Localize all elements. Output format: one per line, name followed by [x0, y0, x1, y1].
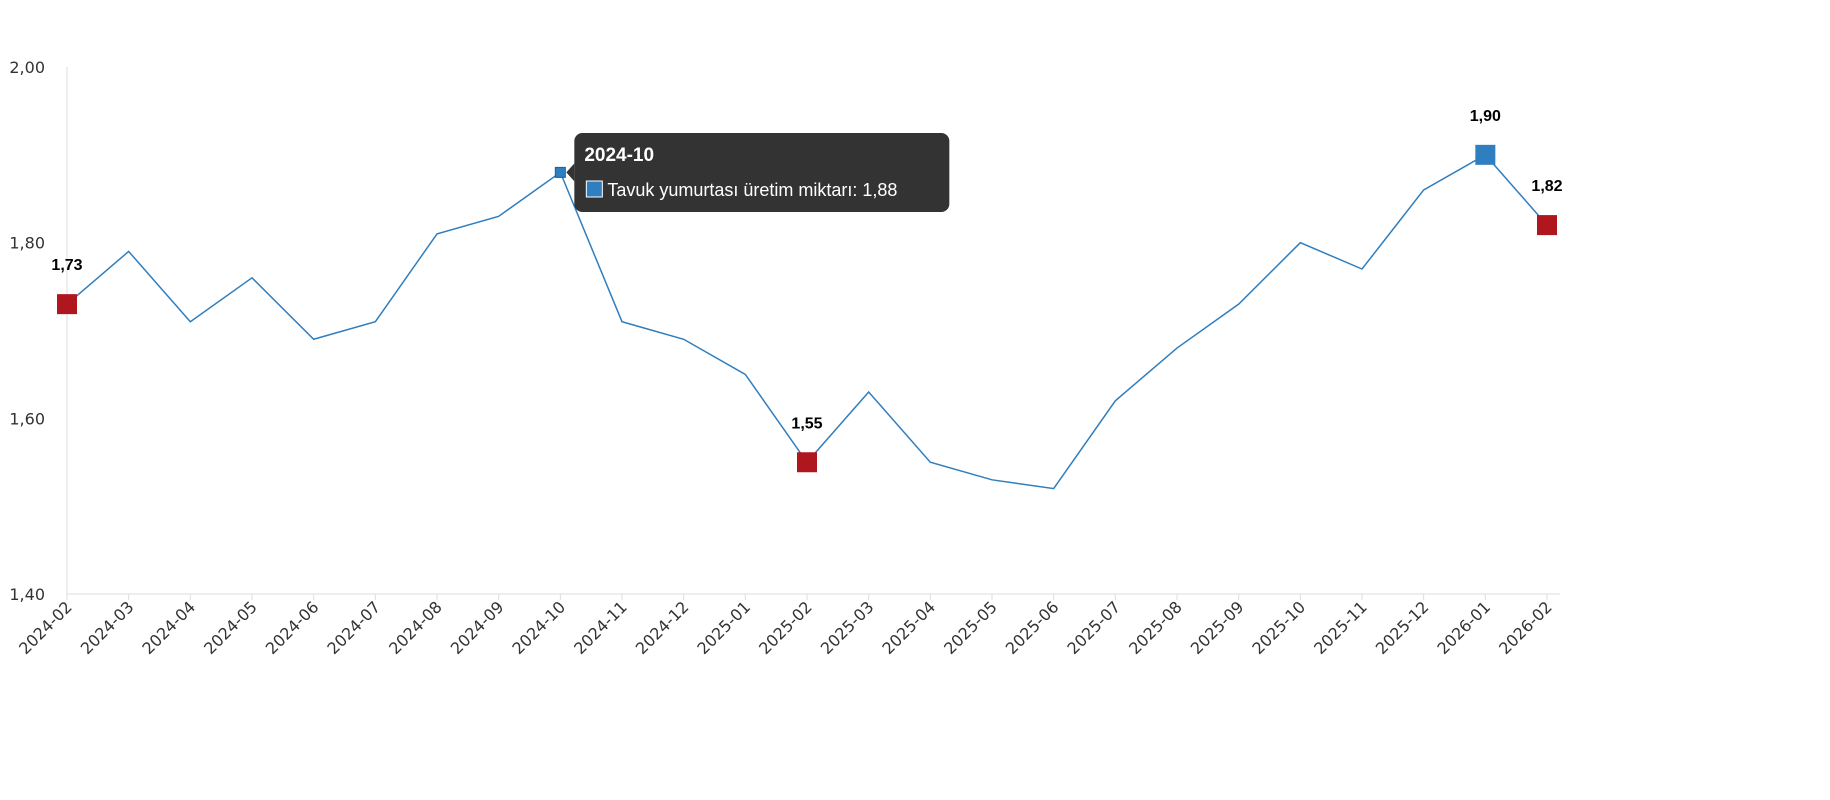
x-tick-label: 2024-08	[385, 597, 446, 658]
x-tick-label: 2024-03	[77, 597, 138, 658]
x-tick-label: 2026-01	[1433, 597, 1494, 658]
x-tick-label: 2024-02	[15, 597, 76, 658]
y-tick-label: 2,00	[9, 58, 45, 77]
data-label: 1,73	[51, 257, 82, 274]
x-tick-label: 2024-12	[632, 597, 693, 658]
highlight-marker	[57, 294, 77, 315]
x-tick-label: 2025-06	[1002, 597, 1063, 658]
x-tick-label: 2024-05	[200, 597, 261, 658]
tooltip-series-swatch	[585, 180, 603, 198]
hover-marker	[554, 166, 566, 178]
x-tick-label: 2025-01	[693, 597, 754, 658]
x-tick-label: 2025-02	[755, 597, 816, 658]
x-axis: 2024-02 2024-03 2024-04 2024-05 2024-06 2024-…	[15, 593, 1560, 658]
tooltip-arrow	[566, 163, 575, 182]
x-tick-label: 2025-11	[1310, 597, 1371, 658]
x-tick-label: 2025-10	[1248, 597, 1309, 658]
tooltip-title: 2024-10	[584, 145, 654, 166]
x-tick-label: 2025-09	[1187, 597, 1248, 658]
highlight-marker	[797, 452, 817, 473]
x-tick-label: 2024-10	[508, 597, 569, 658]
x-tick-label: 2024-09	[447, 597, 508, 658]
y-tick-label: 1,40	[9, 585, 45, 604]
data-label: 1,55	[791, 415, 822, 432]
tooltip: 2024-10 Tavuk yumurtası üretim miktarı: …	[566, 133, 950, 212]
x-tick-label: 2025-03	[817, 597, 878, 658]
markers-group: 1,73 1,55 1,90 1,82	[51, 108, 1563, 473]
highlight-marker	[1537, 215, 1557, 236]
x-tick-label: 2025-07	[1063, 597, 1124, 658]
y-axis: 1,40 1,60 1,80 2,00	[9, 58, 68, 604]
x-tick-label: 2026-02	[1495, 597, 1556, 658]
x-tick-label: 2024-06	[262, 597, 323, 658]
y-tick-label: 1,80	[9, 234, 45, 253]
tooltip-text: Tavuk yumurtası üretim miktarı: 1,88	[607, 180, 897, 200]
tooltip-background	[574, 133, 950, 212]
x-tick-label: 2025-05	[940, 597, 1001, 658]
x-tick-label: 2025-04	[878, 597, 939, 658]
x-tick-label: 2024-04	[138, 597, 199, 658]
x-tick-label: 2025-12	[1372, 597, 1433, 658]
data-label: 1,90	[1470, 108, 1501, 125]
x-tick-label: 2025-08	[1125, 597, 1186, 658]
y-tick-label: 1,60	[9, 409, 45, 428]
x-tick-label: 2024-07	[323, 597, 384, 658]
data-label: 1,82	[1531, 178, 1562, 195]
x-tick-label: 2024-11	[570, 597, 631, 658]
highlight-marker	[1475, 144, 1496, 165]
